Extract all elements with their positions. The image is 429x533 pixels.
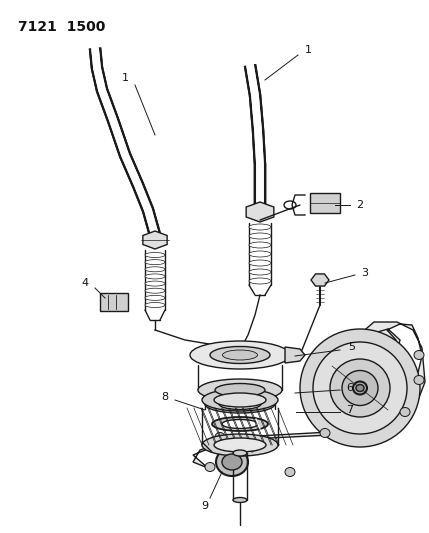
Ellipse shape xyxy=(210,346,270,364)
Text: 7: 7 xyxy=(347,405,353,415)
Ellipse shape xyxy=(249,224,271,230)
Ellipse shape xyxy=(214,438,266,452)
Ellipse shape xyxy=(249,233,271,239)
Ellipse shape xyxy=(285,467,295,477)
Ellipse shape xyxy=(215,384,265,397)
Ellipse shape xyxy=(202,434,278,456)
Bar xyxy=(100,293,128,311)
Ellipse shape xyxy=(145,274,165,279)
Ellipse shape xyxy=(222,419,258,429)
Ellipse shape xyxy=(219,399,261,409)
Ellipse shape xyxy=(414,351,424,359)
Ellipse shape xyxy=(145,253,165,257)
Ellipse shape xyxy=(215,432,225,441)
Ellipse shape xyxy=(214,393,266,407)
Polygon shape xyxy=(311,274,329,286)
Ellipse shape xyxy=(145,295,165,301)
Polygon shape xyxy=(246,202,274,222)
Text: 7121  1500: 7121 1500 xyxy=(18,20,106,34)
Ellipse shape xyxy=(313,342,407,434)
Text: 6: 6 xyxy=(347,383,353,393)
Ellipse shape xyxy=(145,288,165,293)
Ellipse shape xyxy=(320,429,330,438)
Ellipse shape xyxy=(249,260,271,266)
Ellipse shape xyxy=(330,359,390,417)
Polygon shape xyxy=(285,347,305,363)
Ellipse shape xyxy=(145,267,165,272)
Ellipse shape xyxy=(216,448,248,476)
Polygon shape xyxy=(193,322,425,468)
Text: 9: 9 xyxy=(202,501,208,511)
Polygon shape xyxy=(143,231,167,249)
Ellipse shape xyxy=(356,384,364,392)
Text: 8: 8 xyxy=(161,392,169,402)
Ellipse shape xyxy=(249,278,271,284)
Ellipse shape xyxy=(198,379,282,401)
Ellipse shape xyxy=(249,251,271,257)
Text: 3: 3 xyxy=(362,268,369,278)
Text: 2: 2 xyxy=(356,200,363,210)
Ellipse shape xyxy=(223,350,257,360)
Ellipse shape xyxy=(145,281,165,286)
Ellipse shape xyxy=(205,395,275,413)
Ellipse shape xyxy=(190,341,290,369)
Text: 5: 5 xyxy=(348,342,356,352)
Text: 1: 1 xyxy=(121,73,129,83)
Bar xyxy=(310,193,340,213)
Ellipse shape xyxy=(300,329,420,447)
Ellipse shape xyxy=(249,269,271,275)
Ellipse shape xyxy=(145,303,165,308)
Ellipse shape xyxy=(205,463,215,472)
Ellipse shape xyxy=(212,417,268,431)
Ellipse shape xyxy=(414,376,424,384)
Ellipse shape xyxy=(233,497,247,503)
Ellipse shape xyxy=(249,242,271,248)
Ellipse shape xyxy=(400,408,410,416)
Ellipse shape xyxy=(202,389,278,411)
Ellipse shape xyxy=(222,454,242,470)
Ellipse shape xyxy=(233,450,247,456)
Ellipse shape xyxy=(353,382,367,394)
Ellipse shape xyxy=(145,260,165,265)
Text: 4: 4 xyxy=(82,278,88,288)
Ellipse shape xyxy=(342,370,378,406)
Text: 1: 1 xyxy=(305,45,311,55)
